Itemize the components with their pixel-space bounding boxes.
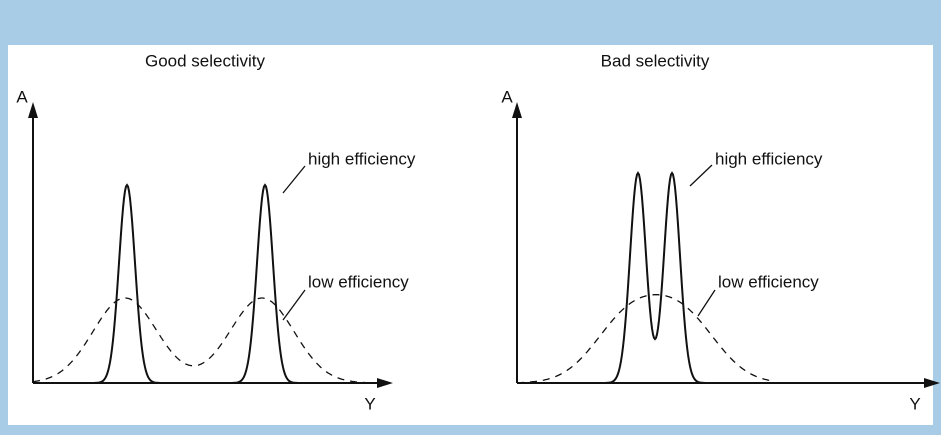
curve-label: high efficiency — [715, 149, 823, 168]
narrow-peaks — [517, 171, 770, 384]
leader-line — [689, 164, 713, 187]
curve-label: low efficiency — [308, 272, 409, 291]
narrow-peaks — [33, 183, 375, 384]
curve-label: low efficiency — [718, 272, 819, 291]
panel-title: Good selectivity — [145, 51, 265, 70]
leader-line — [697, 289, 716, 317]
panel-title: Bad selectivity — [601, 51, 710, 70]
broad-peaks — [517, 294, 771, 384]
x-axis-label: Y — [909, 394, 920, 413]
y-axis-label: A — [501, 87, 513, 106]
broad-peaks — [32, 297, 375, 384]
canvas — [8, 45, 933, 425]
leader-line — [282, 289, 306, 321]
curve-label: high efficiency — [308, 149, 416, 168]
x-axis-label: Y — [364, 394, 375, 413]
y-axis-label: A — [16, 87, 28, 106]
leader-line — [282, 165, 306, 194]
